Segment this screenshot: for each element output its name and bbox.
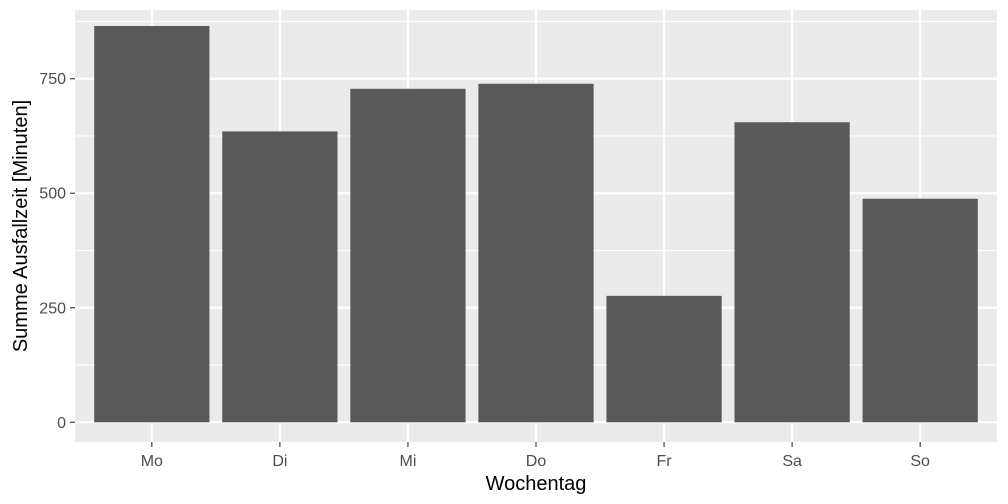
y-tick-label: 500 xyxy=(39,186,66,203)
y-tick-label: 250 xyxy=(39,300,66,317)
bar-do xyxy=(478,83,594,423)
bars xyxy=(94,26,978,423)
x-tick-label-do: Do xyxy=(526,453,547,470)
x-tick-label-di: Di xyxy=(272,453,287,470)
y-axis: 0 250 500 750 xyxy=(39,71,75,432)
bar-fr xyxy=(606,295,722,423)
y-tick-label: 0 xyxy=(57,415,66,432)
bar-sa xyxy=(734,122,850,423)
bar-mi xyxy=(350,88,466,423)
x-tick-label-sa: Sa xyxy=(782,453,802,470)
x-tick-label-mi: Mi xyxy=(399,453,416,470)
y-tick-label: 750 xyxy=(39,71,66,88)
x-axis-title: Wochentag xyxy=(486,473,587,495)
x-tick-label-fr: Fr xyxy=(657,453,673,470)
x-axis: Mo Di Mi Do Fr Sa So xyxy=(141,442,930,470)
x-tick-label-so: So xyxy=(910,453,930,470)
bar-di xyxy=(222,131,338,423)
y-axis-title: Summe Ausfallzeit [Minuten] xyxy=(10,100,32,352)
x-tick-label-mo: Mo xyxy=(141,453,163,470)
bar-so xyxy=(862,198,978,423)
bar-mo xyxy=(94,26,210,423)
